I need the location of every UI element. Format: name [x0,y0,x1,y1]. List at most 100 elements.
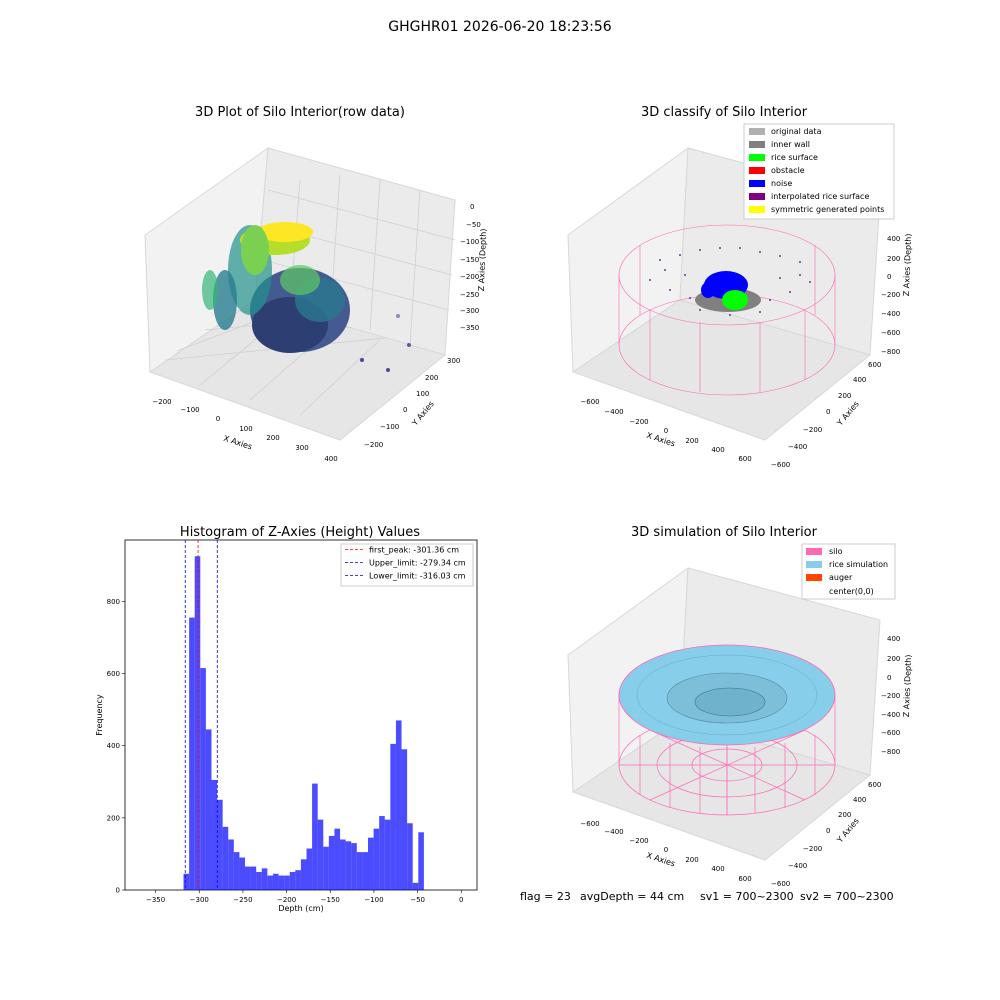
raw-z-ticks: 0 −50 −100 −150 −200 −250 −300 −350 [460,203,481,332]
simulation-z-axis-label: Z Axies (Depth) [902,654,913,717]
simulation-z-tick: 200 [887,655,900,663]
histogram-vlines [184,540,218,890]
histogram-bar [289,871,296,890]
classify-x-tick: −200 [629,418,648,426]
raw-y-tick: 0 [403,406,407,414]
histogram-bar [261,868,268,890]
histogram-y-tick-label: 200 [107,814,120,822]
classify-interpolated-dots [649,247,811,316]
simulation-floor-pane [571,719,872,861]
raw-z-tick: −250 [460,291,479,299]
raw-z-tick: −100 [460,238,479,246]
raw-z-tick: −350 [460,324,479,332]
legend-swatch-inner-wall [749,141,765,148]
legend-swatch-rice-surface [749,154,765,161]
raw-y-tick: 100 [416,390,429,398]
simulation-z-tick: 0 [887,674,891,682]
raw-x-tick: −200 [152,398,171,406]
legend-swatch-interpolated [749,193,765,200]
histogram-bar [412,882,419,890]
histogram-bar [384,819,391,890]
histogram-bar [272,873,279,890]
histogram-panel: Histogram of Z-Axies (Height) Values −35… [95,525,478,913]
classify-panel-title: 3D classify of Silo Interior [641,105,808,120]
legend-label-noise: noise [771,179,792,188]
histogram-bar [222,826,229,890]
classify-point-cloud [695,271,761,312]
classify-z-axis-label: Z Axies (Depth) [902,233,913,296]
classify-z-tick: 0 [887,273,891,281]
raw-x-tick: −100 [180,406,199,414]
legend-label-rice-surface: rice surface [771,153,818,162]
legend-label-interpolated: interpolated rice surface [771,192,869,201]
histogram-bar [267,875,273,890]
histogram-legend-label: first_peak: -301.36 cm [369,546,459,555]
classify-z-tick: −600 [881,329,900,337]
histogram-x-axis-label: Depth (cm) [278,904,323,913]
legend-swatch-obstacle [749,167,765,174]
simulation-x-tick: −400 [604,828,623,836]
classify-x-tick: −400 [604,408,623,416]
raw-x-tick: 200 [266,434,279,442]
histogram-bar [334,828,341,890]
raw-z-tick: −200 [460,273,479,281]
histogram-bar [317,819,324,890]
legend-label-rice-simulation: rice simulation [829,560,888,569]
histogram-bar [356,852,363,890]
legend-swatch-noise [749,180,765,187]
raw-point-cloud [202,222,411,372]
sv2-text: sv2 = 700~2300 [800,890,894,903]
histogram-y-tick-label: 400 [107,742,120,750]
histogram-bar [300,859,307,890]
histogram-bar [401,749,408,890]
histogram-x-tick-label: −50 [410,896,425,904]
classify-z-tick: 200 [887,255,900,263]
classify-y-tick: −600 [771,461,790,469]
simulation-rice-surface [618,644,836,746]
raw-3d-panel: 3D Plot of Silo Interior(row data) [144,105,488,463]
classify-y-tick: −400 [788,443,807,451]
histogram-legend-label: Upper_limit: -279.34 cm [369,559,466,568]
simulation-x-tick: −200 [629,837,648,845]
simulation-x-tick: 600 [738,875,751,883]
raw-y-tick: −100 [380,423,399,431]
classify-x-axis-label: X Axies [645,431,676,449]
classify-y-tick: 0 [826,408,830,416]
raw-y-ticks: 300 200 100 0 −100 −200 [364,357,460,449]
legend-swatch-silo [806,548,822,555]
classify-y-tick: 200 [838,392,851,400]
simulation-y-tick: −600 [771,880,790,888]
histogram-bar [395,720,402,890]
histogram-x-tick-label: −100 [364,896,383,904]
legend-swatch-symmetric [749,206,765,213]
histogram-bar [312,783,318,890]
simulation-legend: silo rice simulation auger center(0,0) [801,543,896,600]
raw-x-ticks: −200 −100 0 100 200 300 400 [152,398,337,463]
simulation-x-tick: 200 [685,856,698,864]
histogram-bar [239,857,246,890]
histogram-bar [306,848,313,890]
simulation-y-tick: −400 [788,862,807,870]
simulation-x-tick: −600 [580,820,599,828]
histogram-x-tick-label: −350 [146,896,165,904]
simulation-z-tick: 400 [887,635,900,643]
histogram-bar [379,816,385,890]
histogram-bar [390,743,396,890]
histogram-bar [250,866,257,890]
legend-label-symmetric: symmetric generated points [771,205,884,214]
classify-y-ticks: 600 400 200 0 −200 −400 −600 [771,361,881,469]
simulation-z-tick: −800 [881,748,900,756]
histogram-bar [418,832,424,890]
histogram-y-tick-label: 800 [107,598,120,606]
raw-y-tick: −200 [364,441,383,449]
histogram-bar [284,875,290,890]
raw-x-tick: 100 [239,425,252,433]
classify-z-ticks: 400 200 0 −200 −400 −600 −800 [881,235,900,356]
histogram-bar [189,617,195,890]
raw-z-tick: −50 [466,221,481,229]
histogram-title: Histogram of Z-Axies (Height) Values [180,525,420,540]
histogram-y-axis-label: Frequency [95,694,104,736]
classify-x-tick: 200 [685,437,698,445]
histogram-bar [340,839,346,890]
